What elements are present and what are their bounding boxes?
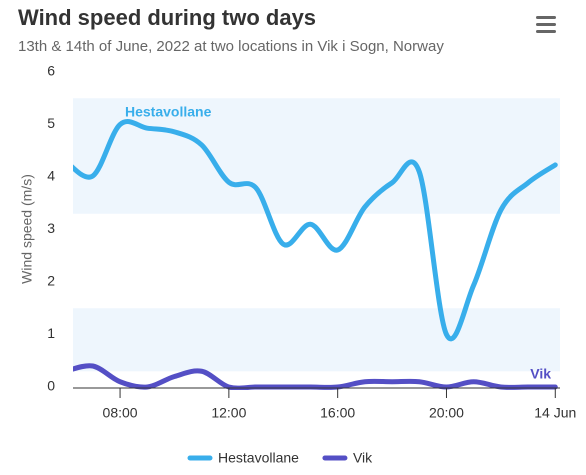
menu-bar: [536, 23, 556, 26]
menu-bar: [536, 30, 556, 33]
x-tick-label: 20:00: [429, 405, 464, 421]
y-tick-label: 6: [47, 63, 55, 79]
y-tick-label: 0: [47, 378, 55, 394]
x-tick-label: 08:00: [103, 405, 138, 421]
plot-bands: [73, 98, 560, 372]
x-tick-label: 14 Jun: [534, 405, 576, 421]
legend-item[interactable]: Vik: [322, 450, 373, 466]
series-line: [73, 119, 558, 342]
series-label: Hestavollane: [125, 104, 212, 120]
chart-title: Wind speed during two days: [18, 5, 316, 30]
legend-label: Hestavollane: [218, 450, 299, 466]
y-tick-label: 1: [47, 325, 55, 341]
menu-button[interactable]: [536, 16, 556, 33]
y-tick-label: 2: [47, 273, 55, 289]
series-line: [73, 363, 558, 390]
legend-label: Vik: [353, 450, 373, 466]
chart-subtitle: 13th & 14th of June, 2022 at two locatio…: [18, 38, 444, 55]
y-tick-label: 4: [47, 168, 55, 184]
x-tick-label: 16:00: [320, 405, 355, 421]
y-tick-label: 3: [47, 220, 55, 236]
y-tick-label: 5: [47, 115, 55, 131]
menu-bar: [536, 16, 556, 19]
x-tick-label: 12:00: [211, 405, 246, 421]
series-label: Vik: [530, 366, 551, 382]
legend-item[interactable]: Hestavollane: [187, 450, 299, 466]
plot-band: [73, 308, 560, 372]
plot-lines: [73, 119, 558, 390]
plot-band: [73, 98, 560, 214]
y-axis-title: Wind speed (m/s): [19, 174, 35, 284]
